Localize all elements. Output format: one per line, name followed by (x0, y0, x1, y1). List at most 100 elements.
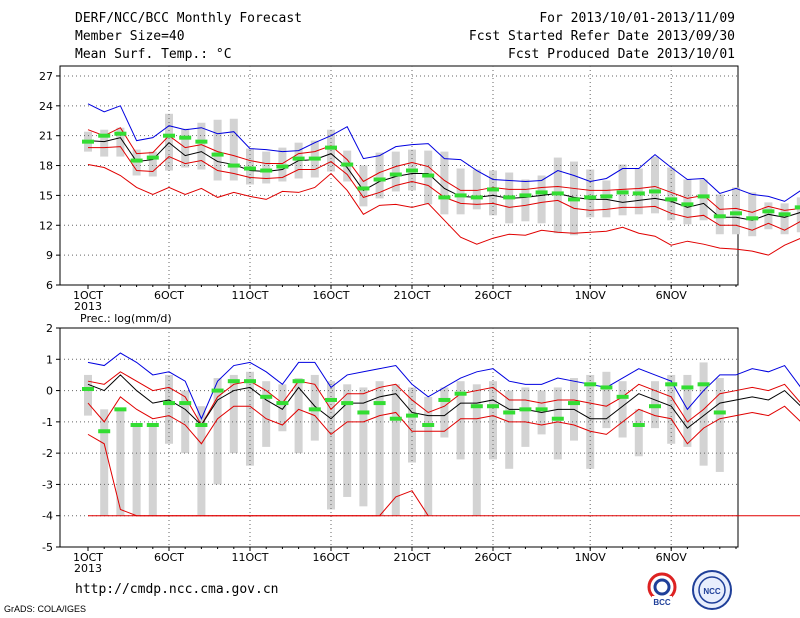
ensemble-bar (456, 381, 465, 460)
obs-marker (438, 397, 451, 402)
obs-marker (600, 385, 613, 390)
obs-marker (568, 401, 580, 406)
obs-marker (357, 186, 370, 191)
ensemble-bar (618, 381, 627, 438)
x-tick-label: 16OCT (312, 551, 349, 564)
ensemble-bar (715, 378, 724, 472)
obs-marker (616, 394, 629, 399)
obs-marker (665, 382, 678, 387)
obs-marker (211, 388, 224, 393)
ensemble-bar (84, 374, 92, 416)
ensemble-bar (327, 381, 335, 510)
ensemble-max-line (87, 103, 800, 202)
obs-marker (325, 397, 337, 402)
obs-marker (632, 191, 645, 196)
ensemble-bar (132, 424, 141, 516)
ensemble-bar (732, 187, 740, 235)
obs-marker (82, 139, 94, 144)
ensemble-bar (181, 390, 190, 454)
obs-marker (600, 194, 613, 199)
obs-marker (114, 407, 127, 412)
ensemble-bar (586, 169, 595, 218)
bcc-logo-text: BCC (653, 598, 671, 607)
ensemble-bar (634, 409, 643, 457)
obs-marker (503, 195, 516, 200)
x-tick-label: 1OCT (73, 289, 103, 302)
obs-marker (454, 391, 467, 396)
obs-marker (341, 401, 354, 406)
ensemble-max-line (87, 352, 800, 420)
obs-marker (341, 162, 354, 167)
obs-marker (794, 205, 800, 210)
grads-credit: GrADS: COLA/IGES (4, 604, 87, 614)
y-tick-label: 27 (39, 70, 53, 83)
ensemble-bar (391, 384, 400, 516)
ensemble-bar (586, 374, 595, 469)
x-tick-label: 21OCT (393, 551, 430, 564)
obs-marker (470, 404, 483, 409)
obs-marker (292, 156, 305, 161)
obs-marker (406, 413, 418, 418)
obs-marker (487, 187, 499, 192)
obs-marker (535, 190, 548, 195)
obs-marker (470, 195, 483, 200)
obs-marker (227, 163, 240, 168)
ensemble-bar (796, 197, 800, 233)
ensemble-bar (116, 409, 125, 516)
obs-marker (195, 139, 208, 144)
ncc-logo-text: NCC (703, 587, 721, 596)
y-tick-label: -5 (42, 541, 53, 554)
ensemble-bar (116, 127, 125, 157)
obs-marker (98, 429, 111, 434)
obs-marker (146, 422, 159, 427)
x-tick-label: 1OCT (73, 551, 103, 564)
ensemble-bar (424, 396, 433, 516)
obs-marker (211, 152, 224, 157)
source-url[interactable]: http://cmdp.ncc.cma.gov.cn (75, 582, 279, 597)
obs-marker (146, 155, 159, 160)
obs-marker (681, 385, 694, 390)
variable-label: Mean Surf. Temp.: °C (75, 47, 232, 62)
obs-marker (535, 407, 548, 412)
obs-marker (454, 193, 467, 198)
ensemble-bar (148, 151, 157, 177)
y-tick-label: -4 (42, 510, 53, 523)
x-year-label: 2013 (74, 562, 102, 575)
ensemble-bar (359, 165, 368, 207)
x-tick-label: 6NOV (656, 551, 688, 564)
obs-marker (762, 209, 775, 214)
ensemble-bar (197, 406, 206, 516)
upper-spread-line (87, 371, 800, 426)
ensemble-bar (521, 387, 530, 447)
ensemble-bar (683, 179, 692, 225)
lower-spread-line (88, 146, 800, 231)
obs-marker (422, 173, 435, 178)
ensemble-bar (294, 378, 303, 454)
obs-marker (82, 387, 94, 392)
x-tick-label: 6OCT (154, 289, 184, 302)
ensemble-mean-line (87, 374, 800, 429)
ensemble-bar (246, 371, 254, 466)
ensemble-min-line (87, 164, 800, 256)
obs-marker (649, 404, 661, 409)
obs-marker (487, 404, 499, 409)
obs-marker (260, 394, 273, 399)
ensemble-bar (667, 167, 676, 221)
obs-marker (584, 382, 597, 387)
bcc-logo: BCC (647, 572, 677, 607)
ensemble-bar (278, 384, 287, 432)
ensemble-bar (359, 387, 368, 507)
obs-marker (98, 133, 111, 138)
forecast-period: For 2013/10/01-2013/11/09 (539, 11, 735, 26)
y-tick-label: 2 (46, 322, 53, 335)
x-tick-label: 1NOV (575, 289, 607, 302)
obs-marker (632, 422, 645, 427)
ensemble-bar (229, 118, 238, 181)
y-tick-label: 12 (39, 219, 53, 232)
lower-spread-line (87, 396, 800, 445)
x-tick-label: 16OCT (312, 289, 349, 302)
obs-marker (551, 191, 564, 196)
ensemble-bar (456, 168, 465, 215)
obs-marker (389, 416, 402, 421)
obs-marker (697, 382, 710, 387)
